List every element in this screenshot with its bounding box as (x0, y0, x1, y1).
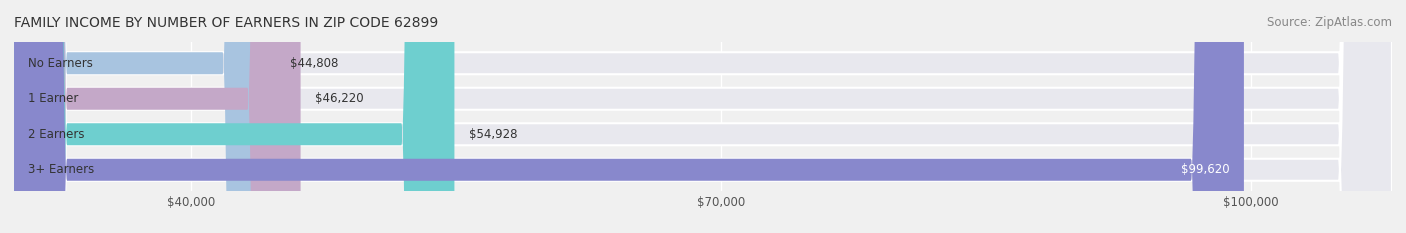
FancyBboxPatch shape (14, 0, 1392, 233)
FancyBboxPatch shape (14, 0, 1392, 233)
Text: $54,928: $54,928 (468, 128, 517, 141)
Text: 3+ Earners: 3+ Earners (28, 163, 94, 176)
Text: Source: ZipAtlas.com: Source: ZipAtlas.com (1267, 16, 1392, 29)
Text: $99,620: $99,620 (1181, 163, 1230, 176)
Text: 2 Earners: 2 Earners (28, 128, 84, 141)
Text: 1 Earner: 1 Earner (28, 92, 79, 105)
Text: FAMILY INCOME BY NUMBER OF EARNERS IN ZIP CODE 62899: FAMILY INCOME BY NUMBER OF EARNERS IN ZI… (14, 16, 439, 30)
Text: $46,220: $46,220 (315, 92, 363, 105)
FancyBboxPatch shape (14, 0, 276, 233)
FancyBboxPatch shape (14, 0, 301, 233)
FancyBboxPatch shape (14, 0, 1392, 233)
FancyBboxPatch shape (14, 0, 1392, 233)
Text: $44,808: $44,808 (290, 57, 339, 70)
FancyBboxPatch shape (14, 0, 454, 233)
Text: No Earners: No Earners (28, 57, 93, 70)
FancyBboxPatch shape (14, 0, 1244, 233)
